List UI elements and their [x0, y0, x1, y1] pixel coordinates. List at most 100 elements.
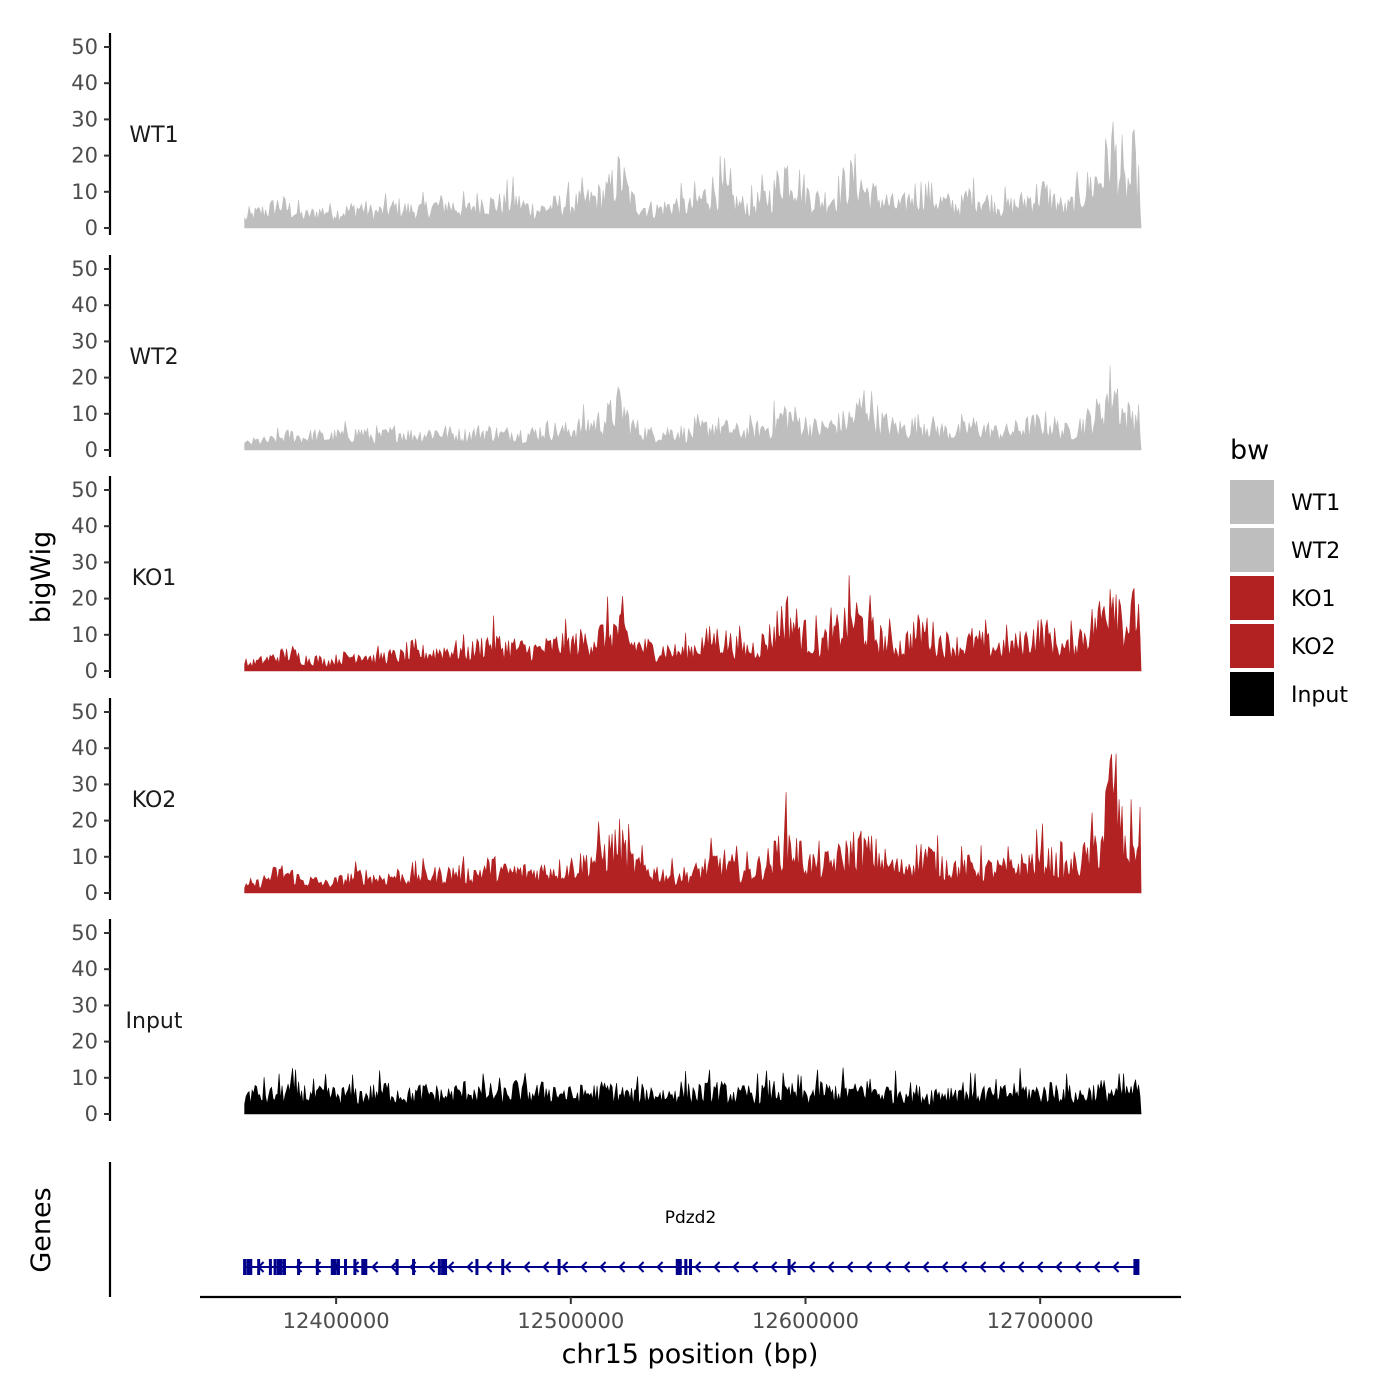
exon [684, 1259, 688, 1275]
exon [344, 1259, 348, 1275]
legend-title: bw [1230, 435, 1269, 466]
legend-key-input [1230, 672, 1274, 716]
track-panels: 0 10 20 30 40 50 WT1 0 10 20 30 40 50 WT2 0 10 20 30 40 50 K… [71, 33, 1142, 1126]
track-wt2: 0 10 20 30 40 50 WT2 [71, 255, 1142, 462]
strand-arrow [1055, 1261, 1063, 1273]
strand-arrow [1036, 1261, 1044, 1273]
exon [675, 1259, 682, 1275]
y-tick-label: 40 [71, 71, 98, 95]
signal-area [244, 753, 1142, 894]
y-tick-label: 50 [71, 478, 98, 502]
legend-key-ko1 [1230, 576, 1274, 620]
exon [257, 1259, 261, 1275]
x-axis-title: chr15 position (bp) [562, 1339, 819, 1370]
y-tick-label: 10 [71, 845, 98, 869]
y-axis-title: bigWig [26, 531, 57, 624]
y-tick-label: 0 [85, 438, 98, 462]
x-tick-label: 12500000 [517, 1309, 624, 1333]
track-input: 0 10 20 30 40 50 Input [71, 919, 1142, 1126]
y-tick-label: 10 [71, 623, 98, 647]
legend-label-wt2: WT2 [1291, 539, 1340, 564]
legend-key-wt2 [1230, 528, 1274, 572]
track-ko1: 0 10 20 30 40 50 KO1 [71, 476, 1142, 683]
track-label: KO1 [132, 566, 177, 591]
legend-key-ko2 [1230, 624, 1274, 668]
exon [243, 1259, 247, 1275]
exon [297, 1259, 301, 1275]
strand-arrow [618, 1261, 626, 1273]
exon [412, 1259, 416, 1275]
x-tick-label: 12700000 [987, 1309, 1094, 1333]
exon [276, 1259, 283, 1275]
y-tick-label: 0 [85, 216, 98, 240]
strand-arrow [903, 1261, 911, 1273]
y-tick-label: 20 [71, 587, 98, 611]
track-label: WT2 [129, 345, 178, 370]
strand-arrow [808, 1261, 816, 1273]
track-label: KO2 [132, 788, 177, 813]
y-tick-label: 30 [71, 993, 98, 1017]
exon [361, 1259, 368, 1275]
strand-arrow [637, 1261, 645, 1273]
x-axis: 12400000 12500000 12600000 12700000 [200, 1295, 1181, 1333]
legend: bw WT1 WT2 KO1 KO2 Input [1230, 435, 1348, 716]
strand-arrow [1017, 1261, 1025, 1273]
strand-arrow [998, 1261, 1006, 1273]
strand-arrow [789, 1261, 797, 1273]
y-tick-label: 10 [71, 402, 98, 426]
strand-arrow [732, 1261, 740, 1273]
strand-arrow [694, 1261, 702, 1273]
legend-label-ko2: KO2 [1291, 635, 1336, 660]
exon [273, 1259, 277, 1275]
strand-arrow [960, 1261, 968, 1273]
exon [268, 1259, 272, 1275]
strand-arrow [865, 1261, 873, 1273]
y-tick-label: 30 [71, 772, 98, 796]
exon [787, 1259, 791, 1275]
strand-arrow [713, 1261, 721, 1273]
strand-arrow [941, 1261, 949, 1273]
legend-label-input: Input [1291, 683, 1348, 708]
y-tick-label: 20 [71, 1030, 98, 1054]
genes-axis-title: Genes [26, 1187, 57, 1272]
exon [246, 1259, 253, 1275]
track-ko2: 0 10 20 30 40 50 KO2 [71, 698, 1142, 905]
y-tick-label: 10 [71, 180, 98, 204]
signal-area [244, 365, 1142, 451]
strand-arrow [542, 1261, 550, 1273]
strand-arrow [884, 1261, 892, 1273]
y-tick-label: 0 [85, 881, 98, 905]
y-tick-label: 20 [71, 809, 98, 833]
signal-area [244, 575, 1142, 672]
strand-arrow [751, 1261, 759, 1273]
exon [330, 1259, 337, 1275]
y-tick-label: 20 [71, 366, 98, 390]
strand-arrow [656, 1261, 664, 1273]
legend-key-wt1 [1230, 480, 1274, 524]
strand-arrow [827, 1261, 835, 1273]
exon [336, 1259, 340, 1275]
y-tick-label: 30 [71, 329, 98, 353]
strand-arrow [447, 1261, 455, 1273]
strand-arrow [485, 1261, 493, 1273]
signal-area [244, 121, 1142, 229]
gene-label: Pdzd2 [665, 1208, 717, 1228]
track-label: WT1 [129, 123, 178, 148]
strand-arrow [1093, 1261, 1101, 1273]
strand-arrow [1074, 1261, 1082, 1273]
strand-arrow [561, 1261, 569, 1273]
strand-arrow [390, 1261, 398, 1273]
y-tick-label: 0 [85, 1102, 98, 1126]
y-tick-label: 30 [71, 107, 98, 131]
signal-area [244, 1067, 1142, 1115]
y-tick-label: 50 [71, 257, 98, 281]
strand-arrow [523, 1261, 531, 1273]
track-wt1: 0 10 20 30 40 50 WT1 [71, 33, 1142, 240]
strand-arrow [846, 1261, 854, 1273]
y-tick-label: 20 [71, 144, 98, 168]
y-tick-label: 50 [71, 700, 98, 724]
x-tick-label: 12600000 [752, 1309, 859, 1333]
exon [1133, 1259, 1140, 1275]
exon [395, 1259, 399, 1275]
